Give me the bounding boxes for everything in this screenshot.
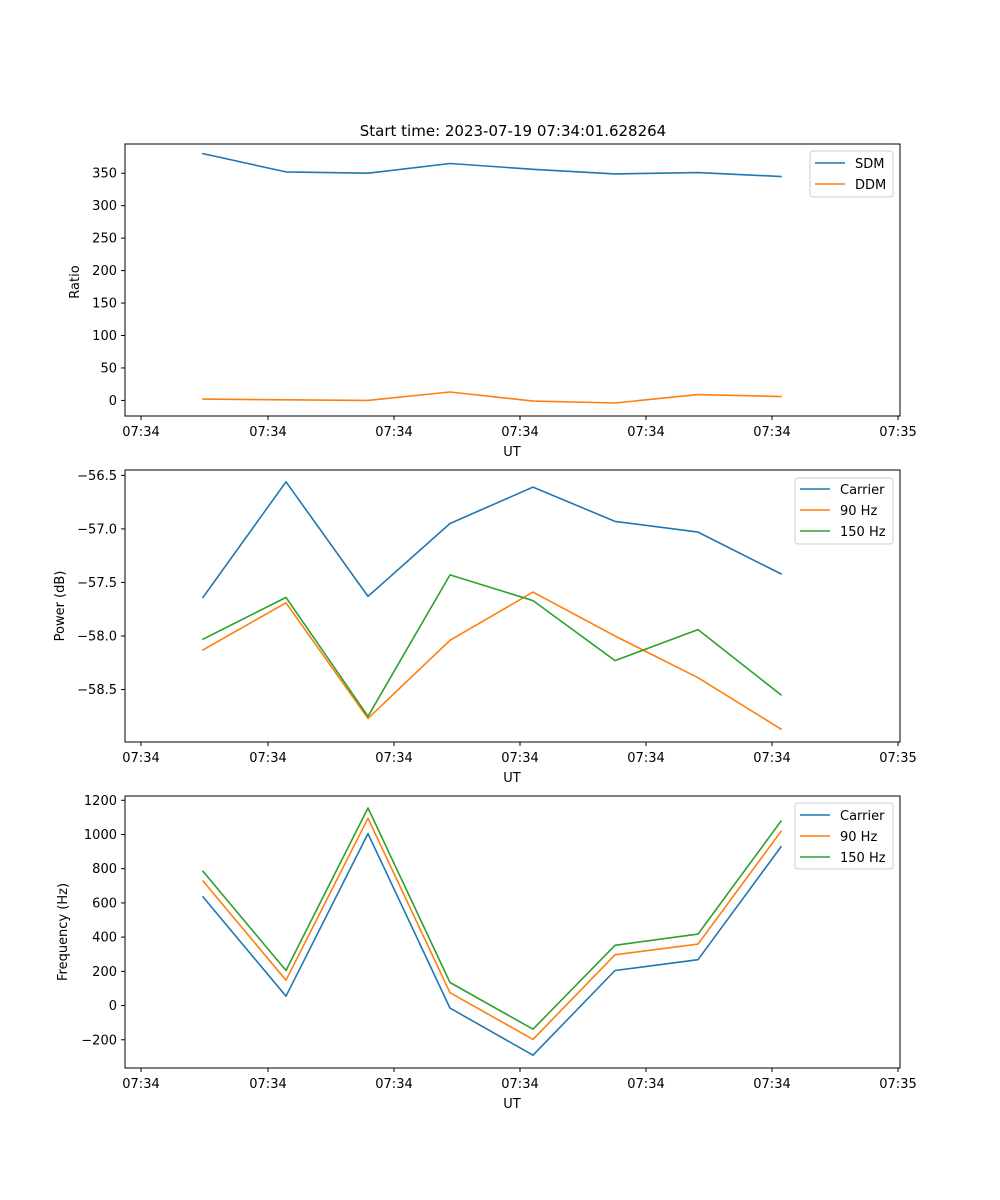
power-axes-frame: [124, 469, 901, 743]
ratio-legend: SDM DDM: [809, 150, 894, 198]
frequency-legend-label-150hz: 150 Hz: [840, 851, 886, 866]
ratio-legend-label-ddm: DDM: [855, 178, 886, 193]
frequency-series-150-hz: [201, 807, 783, 1030]
power-y-tick-label: −58.5: [77, 683, 117, 698]
frequency-series-lines: [201, 807, 783, 1056]
ratio-legend-label-sdm: SDM: [855, 157, 884, 172]
figure-title: Start time: 2023-07-19 07:34:01.628264: [360, 122, 666, 140]
power-x-tick-label: 07:34: [753, 751, 790, 766]
power-series-90-hz: [201, 591, 783, 731]
ratio-x-tick-label: 07:34: [249, 425, 286, 440]
ratio-y-tick-label: 300: [92, 199, 117, 214]
power-y-ticks: −58.5 −58.0 −57.5 −57.0 −56.5: [77, 469, 125, 698]
power-y-tick-label: −57.5: [77, 576, 117, 591]
frequency-legend: Carrier 90 Hz 150 Hz: [794, 802, 894, 870]
ratio-x-tick-label: 07:35: [879, 425, 916, 440]
ratio-x-ticks: 07:34 07:34 07:34 07:34 07:34 07:34 07:35: [122, 416, 917, 440]
frequency-x-tick-label: 07:34: [501, 1077, 538, 1092]
ratio-y-ticks: 0 50 100 150 200 250 300 350: [92, 167, 125, 409]
ratio-x-tick-label: 07:34: [501, 425, 538, 440]
power-y-tick-label: −56.5: [77, 469, 117, 484]
power-series-150-hz: [201, 574, 783, 718]
power-x-tick-label: 07:34: [375, 751, 412, 766]
frequency-x-axis-label: UT: [503, 1097, 521, 1112]
power-series-lines: [201, 480, 783, 731]
ratio-series-ddm: [202, 391, 782, 404]
frequency-y-tick-label: 600: [92, 896, 117, 911]
power-panel: −58.5−58.0−57.5−57.0−56.5 07:34 07:34 07:3…: [53, 469, 917, 786]
ratio-y-tick-label: 150: [92, 297, 117, 312]
ratio-y-axis-label: Ratio: [68, 265, 83, 298]
power-legend-label-150hz: 150 Hz: [840, 525, 886, 540]
frequency-x-tick-label: 07:34: [375, 1077, 412, 1092]
frequency-legend-label-carrier: Carrier: [840, 809, 885, 824]
power-y-tick-label: −58.0: [77, 629, 117, 644]
frequency-axes-frame: [124, 795, 901, 1069]
frequency-series-carrier: [201, 832, 783, 1056]
ratio-y-tick-label: 50: [100, 361, 117, 376]
frequency-x-tick-label: 07:34: [753, 1077, 790, 1092]
ratio-y-tick-label: 200: [92, 264, 117, 279]
power-legend-label-carrier: Carrier: [840, 483, 885, 498]
frequency-y-tick-label: 1200: [84, 794, 117, 809]
ratio-y-tick-label: 350: [92, 167, 117, 182]
ratio-x-tick-label: 07:34: [627, 425, 664, 440]
power-series-carrier: [201, 480, 783, 599]
frequency-y-axis-label: Frequency (Hz): [56, 883, 71, 981]
frequency-y-tick-label: 1000: [84, 828, 117, 843]
ratio-x-tick-label: 07:34: [122, 425, 159, 440]
power-y-axis-label: Power (dB): [53, 571, 68, 642]
frequency-y-tick-label: 0: [109, 999, 117, 1014]
ratio-series-lines: [202, 152, 782, 404]
frequency-x-ticks: 07:34 07:34 07:34 07:34 07:34 07:34 07:35: [122, 1068, 917, 1092]
ratio-y-tick-label: 100: [92, 329, 117, 344]
frequency-y-tick-label: 200: [92, 965, 117, 980]
frequency-y-ticks: −200 0 200 400 600 800 1000 1200: [81, 794, 125, 1048]
ratio-x-tick-label: 07:34: [375, 425, 412, 440]
frequency-series-90-hz: [201, 817, 783, 1041]
power-legend: Carrier 90 Hz 150 Hz: [794, 477, 894, 545]
frequency-x-tick-label: 07:34: [249, 1077, 286, 1092]
frequency-x-tick-label: 07:35: [879, 1077, 916, 1092]
ratio-x-axis-label: UT: [503, 445, 521, 460]
frequency-y-tick-label: −200: [81, 1033, 117, 1048]
power-x-tick-label: 07:34: [249, 751, 286, 766]
frequency-y-tick-label: 800: [92, 862, 117, 877]
power-x-tick-label: 07:34: [627, 751, 664, 766]
frequency-y-tick-label: 400: [92, 931, 117, 946]
ratio-x-tick-label: 07:34: [753, 425, 790, 440]
ratio-y-tick-label: 0: [109, 394, 117, 409]
ratio-series-sdm: [202, 152, 782, 178]
power-x-tick-label: 07:35: [879, 751, 916, 766]
frequency-x-tick-label: 07:34: [122, 1077, 159, 1092]
power-x-ticks: 07:34 07:34 07:34 07:34 07:34 07:34 07:35: [122, 742, 917, 766]
frequency-legend-box: [794, 802, 894, 870]
power-x-axis-label: UT: [503, 771, 521, 786]
power-legend-label-90hz: 90 Hz: [840, 504, 877, 519]
power-x-tick-label: 07:34: [122, 751, 159, 766]
power-legend-box: [794, 477, 894, 545]
frequency-x-tick-label: 07:34: [627, 1077, 664, 1092]
ratio-axes-frame: [124, 143, 901, 417]
ratio-y-tick-label: 250: [92, 232, 117, 247]
frequency-legend-label-90hz: 90 Hz: [840, 830, 877, 845]
power-x-tick-label: 07:34: [501, 751, 538, 766]
power-y-tick-label: −57.0: [77, 522, 117, 537]
